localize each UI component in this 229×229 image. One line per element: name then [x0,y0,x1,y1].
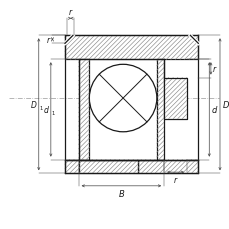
Text: d: d [211,106,216,114]
Text: D: D [31,100,37,109]
Text: 1: 1 [52,110,55,115]
Bar [65,36,197,60]
Bar [78,60,89,160]
Bar [164,78,186,119]
Bar [137,160,197,174]
Text: d: d [44,106,49,114]
Text: 1: 1 [39,105,43,110]
Bar [65,160,78,174]
Text: D: D [222,100,229,109]
Bar [78,160,137,174]
Circle shape [89,65,156,132]
Bar [156,60,164,160]
Text: r: r [69,8,72,17]
Text: r: r [212,65,215,74]
Text: B: B [118,189,124,198]
Text: r: r [173,175,176,184]
Text: r: r [47,36,50,45]
